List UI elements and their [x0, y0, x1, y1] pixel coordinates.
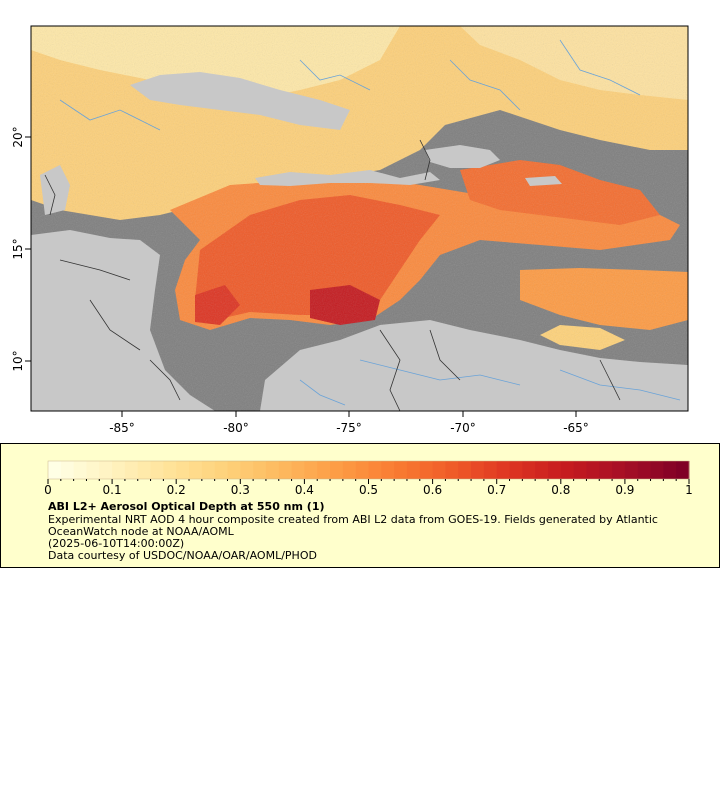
colorbar-segment	[342, 461, 357, 479]
colorbar-tick-label: 0.9	[615, 483, 634, 497]
colorbar-segment	[291, 461, 305, 479]
colorbar-segment	[240, 461, 254, 479]
colorbar-tick-label: 0.2	[167, 483, 186, 497]
colorbar-segment	[265, 461, 280, 479]
colorbar-segment	[214, 461, 228, 479]
colorbar-segment	[317, 461, 331, 479]
colorbar-segment	[150, 461, 164, 479]
colorbar-segment	[637, 461, 652, 479]
land-yucatan	[40, 165, 70, 215]
y-tick-label: 15°	[11, 238, 25, 259]
colorbar-segment	[163, 461, 177, 479]
map-image	[31, 26, 688, 411]
x-tick-label: -80°	[223, 421, 249, 435]
colorbar-segment	[73, 461, 87, 479]
colorbar-segment	[624, 461, 639, 479]
legend-date: (2025-06-10T14:00:00Z)	[48, 537, 185, 550]
colorbar-tick-label: 0.8	[551, 483, 570, 497]
colorbar-segment	[560, 461, 575, 479]
colorbar-segment	[60, 461, 75, 479]
colorbar-segment	[394, 461, 408, 479]
colorbar-segment	[99, 461, 113, 479]
land-south-america	[260, 320, 688, 411]
aod-map[interactable]: -85° -80° -75° -70° -65° 20° 15° 10°	[0, 0, 720, 440]
colorbar-segment	[137, 461, 152, 479]
colorbar-segment	[355, 461, 369, 479]
colorbar-segment	[381, 461, 395, 479]
colorbar-segment	[253, 461, 267, 479]
colorbar-tick-label: 0	[44, 483, 52, 497]
legend-panel: 0 0.1 0.2 0.3 0.4 0.5 0.6 0.7 0.8 0.9 1 ABI L2+ Ae…	[0, 443, 720, 568]
land-gulf-region	[130, 72, 350, 130]
colorbar-segment	[406, 461, 421, 479]
colorbar-segment	[535, 461, 549, 479]
colorbar-segment	[86, 461, 100, 479]
colorbar-tick-label: 0.5	[359, 483, 378, 497]
colorbar-tick-label: 0.7	[487, 483, 506, 497]
land-pr	[525, 176, 562, 186]
map-panel: -85° -80° -75° -70° -65° 20° 15° 10°	[0, 0, 720, 440]
axis-ticks: -85° -80° -75° -70° -65° 20° 15° 10°	[11, 126, 589, 435]
colorbar-segment	[483, 461, 498, 479]
map-border	[30, 25, 689, 412]
colorbar-segment	[612, 461, 626, 479]
x-tick-label: -75°	[336, 421, 362, 435]
x-tick-label: -70°	[450, 421, 476, 435]
colorbar-segment	[676, 461, 690, 479]
y-tick-label: 10°	[11, 350, 25, 371]
colorbar-segment	[509, 461, 523, 479]
colorbar-tick-label: 0.3	[231, 483, 250, 497]
legend-title: ABI L2+ Aerosol Optical Depth at 550 nm …	[48, 500, 325, 513]
colorbar-segment	[189, 461, 203, 479]
colorbar-segment	[419, 461, 434, 479]
colorbar-segment	[445, 461, 459, 479]
colorbar-segment	[496, 461, 511, 479]
colorbar-segment	[522, 461, 536, 479]
colorbar-segment	[124, 461, 139, 479]
colorbar: 0 0.1 0.2 0.3 0.4 0.5 0.6 0.7 0.8 0.9 1	[44, 460, 693, 497]
colorbar-tick-label: 0.6	[423, 483, 442, 497]
colorbar-segment	[368, 461, 382, 479]
colorbar-tick-label: 0.4	[295, 483, 314, 497]
colorbar-segment	[330, 461, 344, 479]
rivers	[59, 39, 681, 406]
y-tick-label: 20°	[11, 126, 25, 147]
colorbar-segment	[176, 461, 190, 479]
colorbar-tick-label: 1	[685, 483, 693, 497]
colorbar-segment	[201, 461, 216, 479]
colorbar-segment	[278, 461, 293, 479]
x-tick-label: -65°	[563, 421, 589, 435]
colorbar-tick-label: 0.1	[103, 483, 122, 497]
colorbar-segment	[663, 461, 677, 479]
colorbar-segment	[112, 461, 126, 479]
colorbar-segment	[586, 461, 600, 479]
x-tick-label: -85°	[109, 421, 135, 435]
colorbar-segment	[227, 461, 241, 479]
colorbar-segment	[599, 461, 613, 479]
borders	[44, 139, 621, 411]
colorbar-segment	[471, 461, 485, 479]
colorbar-segment	[650, 461, 664, 479]
colorbar-segment	[432, 461, 446, 479]
land-hispaniola	[425, 145, 500, 168]
land-cuba	[255, 170, 440, 186]
legend-credit: Data courtesy of USDOC/NOAA/OAR/AOML/PHO…	[48, 549, 317, 562]
colorbar-segment	[304, 461, 318, 479]
legend-description: Experimental NRT AOD 4 hour composite cr…	[48, 513, 658, 538]
colorbar-segment	[458, 461, 472, 479]
colorbar-segment	[547, 461, 562, 479]
colorbar-segment	[573, 461, 587, 479]
colorbar-segment	[48, 461, 62, 479]
land-central-america	[31, 230, 215, 411]
